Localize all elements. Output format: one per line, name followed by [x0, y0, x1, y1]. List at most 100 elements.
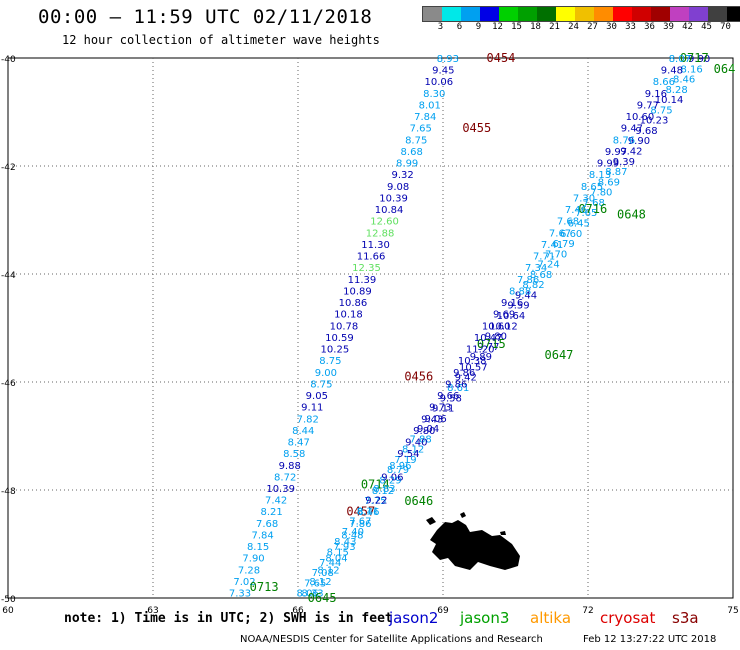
legend-bin-label: 33 — [625, 22, 636, 32]
swh-value: 8.66 — [653, 77, 675, 88]
swh-value: 7.68 — [256, 519, 278, 530]
footer-note: note: 1) Time is in UTC; 2) SWH is in fe… — [64, 611, 393, 626]
pass-time-label: 0648 — [617, 208, 646, 222]
swh-value: 9.08 — [387, 182, 409, 193]
swh-value: 7.84 — [414, 112, 436, 123]
satellite-jason2: jason2 — [389, 609, 439, 627]
track-0456-label: 0456 — [404, 370, 433, 384]
swh-value: 11.39 — [348, 275, 377, 286]
pass-time-label: 0454 — [487, 51, 516, 65]
track-0647-label: 0647 — [545, 348, 574, 362]
swh-value: 8.28 — [665, 85, 687, 96]
track-0715-label: 0715 — [477, 337, 506, 351]
map-grid — [8, 58, 733, 598]
pass-time-label: 0716 — [578, 202, 607, 216]
swh-value: 8.69 — [598, 177, 620, 188]
swh-value: 7.19 — [394, 455, 416, 466]
swh-value: 7.68 — [583, 198, 605, 209]
pass-time-label: 0717 — [680, 51, 709, 65]
track-0714-label: 0714 — [361, 478, 390, 492]
swh-value: 7.80 — [590, 188, 612, 199]
swh-value: 7.34 — [525, 263, 547, 274]
swh-value: 10.39 — [266, 484, 295, 495]
swh-value: 12.88 — [366, 228, 395, 239]
swh-value: 8.82 — [522, 280, 544, 291]
swh-value: 9.42 — [620, 147, 642, 158]
swh-value: 8.75 — [310, 379, 332, 390]
lon-tick-label: 66 — [292, 606, 304, 616]
swh-value: 7.40 — [342, 527, 364, 538]
lat-tick-label: -50 — [1, 595, 16, 605]
swh-value: 9.45 — [432, 66, 454, 77]
swh-value: 7.30 — [573, 193, 595, 204]
swh-value: 8.29 — [379, 476, 401, 487]
credit-text: NOAA/NESDIS Center for Satellite Applica… — [240, 634, 543, 645]
swh-value: 8.13 — [589, 170, 611, 181]
swh-value: 8.04 — [325, 554, 347, 565]
legend-bin-label: 15 — [511, 22, 522, 32]
swh-value: 8.12 — [402, 445, 424, 456]
swh-value: 8.15 — [327, 547, 349, 558]
swh-value: 8.83 — [373, 484, 395, 495]
swh-value: 10.64 — [497, 311, 526, 322]
legend-swatch — [689, 7, 708, 21]
swh-value: 9.86 — [453, 368, 475, 379]
lat-tick-label: -46 — [1, 379, 16, 389]
swh-value: 10.86 — [339, 298, 368, 309]
swh-value: 8.12 — [372, 486, 394, 497]
swh-value: 7.67 — [549, 228, 571, 239]
swh-value: 7.86 — [349, 519, 371, 530]
pass-time-label: 0457 — [346, 505, 375, 519]
swh-value: 8.12 — [309, 577, 331, 588]
kerguelen-islet — [460, 512, 466, 518]
swh-value: 8.43 — [334, 537, 356, 548]
swh-value: 10.60 — [626, 112, 655, 123]
legend-bin-label: 42 — [682, 22, 693, 32]
swh-value: 7.90 — [242, 554, 264, 565]
pass-time-label: 0455 — [462, 121, 491, 135]
legend-bin-label: 39 — [663, 22, 674, 32]
swh-value: 10.59 — [325, 333, 354, 344]
lat-tick-label: -40 — [1, 55, 16, 65]
lon-tick-label: 75 — [727, 606, 738, 616]
swh-value: 8.21 — [260, 507, 282, 518]
lat-tick-label: -42 — [1, 163, 16, 173]
swh-value: 9.32 — [392, 170, 414, 181]
swh-value: 9.77 — [637, 100, 659, 111]
legend-swatch — [575, 7, 594, 21]
swh-value: 9.42 — [455, 373, 477, 384]
swh-value: 8.65 — [581, 182, 603, 193]
swh-value: 8.75 — [319, 356, 341, 367]
swh-value: 11.66 — [357, 252, 386, 263]
legend-bin-label: 3 — [437, 22, 444, 32]
swh-value: 11.30 — [361, 240, 390, 251]
swh-value: 8.30 — [423, 89, 445, 100]
swh-value: 8.46 — [673, 75, 695, 86]
swh-value: 10.18 — [334, 310, 363, 321]
swh-value: 8.88 — [509, 286, 531, 297]
track-0646-label: 0646 — [404, 494, 433, 508]
legend-bin-label: 27 — [587, 22, 598, 32]
legend-swatch — [594, 7, 613, 21]
swh-value: 8.12 — [317, 565, 339, 576]
swh-value: 7.65 — [410, 124, 432, 135]
swh-value: 9.43 — [421, 414, 443, 425]
track-0457-label: 0457 — [346, 505, 375, 519]
swh-value: 9.16 — [645, 89, 667, 100]
swh-value: 10.89 — [343, 286, 372, 297]
swh-value: 9.80 — [485, 332, 507, 343]
track-0716-label: 0716 — [578, 202, 607, 216]
pass-time-label: 0714 — [361, 478, 390, 492]
swh-value: 9.68 — [635, 126, 657, 137]
legend-swatch — [480, 7, 499, 21]
swh-value: 7.33 — [229, 589, 251, 600]
legend-swatch — [423, 7, 442, 21]
swh-value: 9.16 — [501, 298, 523, 309]
swh-value: 10.38 — [458, 356, 487, 367]
pass-time-label: 0715 — [477, 337, 506, 351]
swh-value: 10.57 — [459, 362, 488, 373]
swh-value: 7.65 — [575, 208, 597, 219]
lon-tick-label: 60 — [2, 606, 14, 616]
generated-timestamp: Feb 12 13:27:22 UTC 2018 — [583, 634, 717, 645]
